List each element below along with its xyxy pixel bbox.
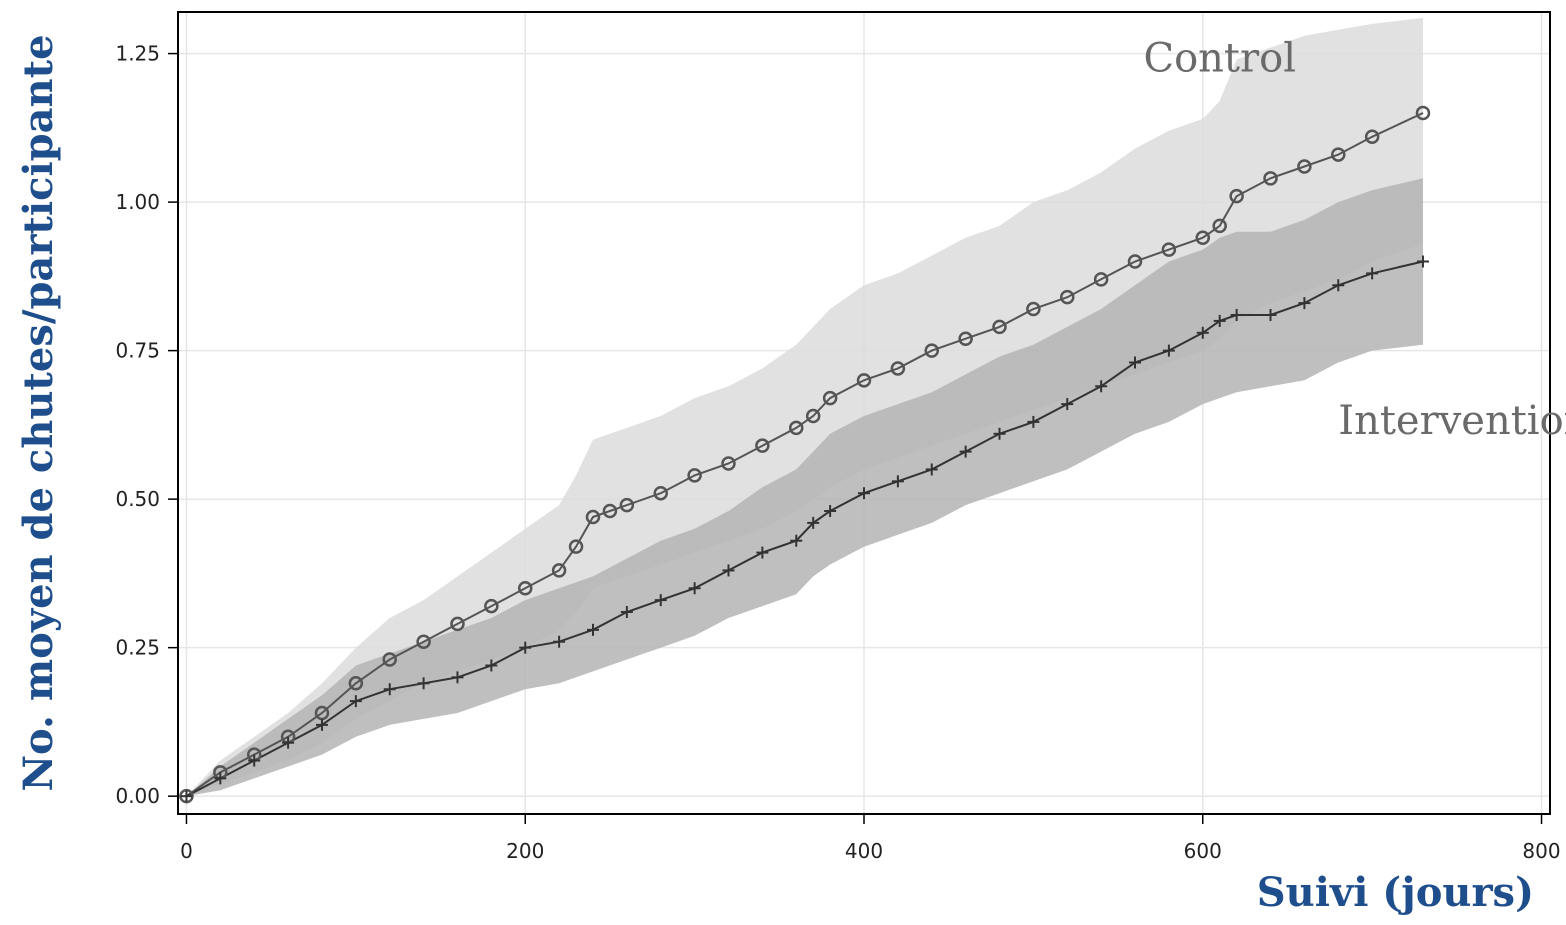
data-point-intervention bbox=[248, 754, 261, 767]
data-point-intervention bbox=[1129, 356, 1142, 369]
data-point-control bbox=[1060, 289, 1075, 305]
marker-layer bbox=[179, 105, 1431, 804]
data-point-control bbox=[551, 563, 567, 578]
data-point-control bbox=[568, 539, 584, 554]
y-tick-label: 0.50 bbox=[115, 487, 160, 511]
data-point-intervention bbox=[519, 641, 532, 654]
data-point-control bbox=[1212, 218, 1227, 234]
data-point-intervention bbox=[282, 736, 295, 749]
data-point-control bbox=[484, 598, 499, 614]
data-point-control bbox=[1229, 188, 1244, 204]
data-point-intervention bbox=[688, 582, 701, 595]
data-point-control bbox=[958, 331, 973, 346]
y-tick-label: 1.25 bbox=[115, 42, 160, 66]
data-point-intervention bbox=[1061, 398, 1074, 411]
annotation-control: Control bbox=[1143, 35, 1296, 81]
data-point-control bbox=[416, 634, 431, 649]
data-point-intervention bbox=[1196, 326, 1209, 339]
data-point-control bbox=[822, 390, 838, 406]
data-point-control bbox=[687, 468, 702, 483]
data-point-intervention bbox=[891, 475, 904, 488]
data-point-intervention bbox=[1027, 415, 1040, 428]
data-point-intervention bbox=[383, 683, 396, 696]
data-point-control bbox=[585, 509, 601, 525]
data-point-intervention bbox=[620, 606, 633, 619]
data-point-control bbox=[856, 373, 872, 388]
data-point-control bbox=[517, 581, 533, 596]
data-point-control bbox=[348, 676, 364, 691]
data-point-intervention bbox=[1264, 308, 1277, 321]
data-point-intervention bbox=[553, 635, 566, 648]
data-point-control bbox=[788, 420, 804, 436]
y-tick-label: 0.25 bbox=[115, 636, 160, 660]
data-point-control bbox=[1364, 129, 1380, 145]
data-point-control bbox=[1263, 171, 1278, 186]
data-point-intervention bbox=[756, 546, 769, 559]
data-point-control bbox=[1331, 147, 1346, 162]
data-point-intervention bbox=[790, 534, 803, 547]
x-tick-label: 0 bbox=[180, 839, 193, 863]
data-point-control bbox=[1093, 272, 1109, 287]
data-point-control bbox=[1415, 105, 1431, 121]
data-point-intervention bbox=[993, 427, 1006, 440]
data-point-control bbox=[805, 408, 821, 424]
x-tick-label: 600 bbox=[1184, 839, 1222, 863]
data-point-intervention bbox=[925, 463, 938, 476]
data-point-intervention bbox=[417, 677, 430, 690]
data-point-control bbox=[755, 438, 770, 453]
data-point-control bbox=[1297, 159, 1312, 174]
data-point-control bbox=[653, 485, 668, 501]
data-point-control bbox=[382, 652, 397, 667]
data-point-intervention bbox=[1298, 297, 1311, 310]
data-point-intervention bbox=[1332, 279, 1345, 292]
data-point-intervention bbox=[451, 671, 464, 684]
data-point-control bbox=[602, 503, 618, 519]
y-tick-label: 0.00 bbox=[115, 784, 160, 808]
data-point-control bbox=[1195, 230, 1211, 245]
data-point-control bbox=[1127, 254, 1143, 269]
data-point-intervention bbox=[1095, 380, 1108, 393]
data-point-intervention bbox=[214, 772, 227, 785]
x-tick-label: 800 bbox=[1522, 839, 1560, 863]
y-tick-label: 1.00 bbox=[115, 190, 160, 214]
data-point-intervention bbox=[1162, 344, 1175, 357]
data-point-control bbox=[924, 343, 940, 358]
axis-layer: 0 200 400 600 800 0.00 0.25 0.50 0.75 1.00 1.25 bbox=[115, 42, 1560, 863]
data-point-control bbox=[1161, 242, 1177, 257]
confidence-band-intervention bbox=[186, 178, 1423, 797]
data-point-intervention bbox=[959, 445, 972, 458]
annotation-intervention: Intervention bbox=[1338, 398, 1566, 444]
data-point-intervention bbox=[807, 516, 820, 529]
data-point-intervention bbox=[858, 487, 870, 500]
x-tick-label: 200 bbox=[506, 839, 544, 863]
data-point-intervention bbox=[315, 718, 328, 731]
y-axis-title: No. moyen de chutes/participante bbox=[15, 34, 62, 791]
band-layer bbox=[186, 17, 1423, 797]
data-point-intervention bbox=[722, 564, 735, 577]
data-point-intervention bbox=[654, 594, 667, 607]
data-point-intervention bbox=[586, 623, 599, 636]
y-tick-label: 0.75 bbox=[115, 339, 160, 363]
data-point-control bbox=[450, 616, 465, 632]
data-point-control bbox=[992, 319, 1007, 335]
data-point-intervention bbox=[1366, 267, 1379, 280]
data-point-intervention bbox=[1213, 314, 1226, 327]
data-point-control bbox=[890, 361, 906, 376]
data-point-intervention bbox=[349, 695, 362, 708]
data-point-control bbox=[721, 456, 736, 471]
x-axis-title: Suivi (jours) bbox=[1257, 869, 1534, 916]
x-tick-label: 400 bbox=[845, 839, 883, 863]
data-point-intervention bbox=[180, 790, 193, 803]
data-point-control bbox=[1026, 301, 1041, 317]
data-point-intervention bbox=[1230, 308, 1243, 321]
data-point-intervention bbox=[824, 505, 837, 518]
data-point-intervention bbox=[485, 659, 498, 672]
data-point-intervention bbox=[1416, 255, 1429, 268]
data-point-control bbox=[619, 497, 635, 513]
annot-layer: Control Intervention bbox=[1143, 35, 1566, 443]
